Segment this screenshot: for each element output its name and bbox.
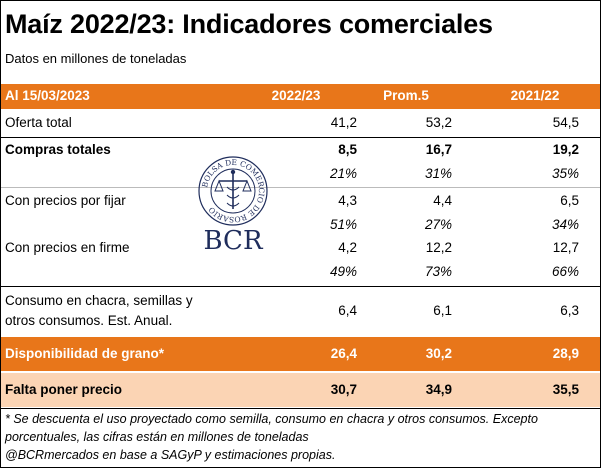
row-label-line2: otros consumos. Est. Anual. bbox=[5, 313, 173, 328]
row-value-2021-22: 6,5 bbox=[560, 193, 579, 208]
table-row-consumo: Consumo en chacra, semillas y otros cons… bbox=[1, 291, 600, 333]
table-row-firme: Con precios en firme 4,2 12,2 12,7 bbox=[1, 240, 600, 260]
row-value-prom5: 12,2 bbox=[425, 240, 452, 255]
row-value-2021-22: 54,5 bbox=[552, 115, 579, 130]
footnote-line: porcentuales, las cifras están en millon… bbox=[5, 430, 309, 444]
row-label: Disponibilidad de grano* bbox=[5, 346, 165, 361]
row-pct-prom5: 73% bbox=[424, 264, 452, 279]
row-pct-2022-23: 21% bbox=[329, 166, 357, 181]
table-row-disponibilidad: Disponibilidad de grano* 26,4 30,2 28,9 bbox=[1, 337, 600, 371]
row-value-2022-23: 26,4 bbox=[330, 346, 357, 361]
row-label: Con precios en firme bbox=[5, 240, 130, 255]
row-value-2021-22: 35,5 bbox=[552, 382, 579, 397]
row-label: Oferta total bbox=[5, 115, 72, 130]
table-row-compras-pct: 21% 31% 35% bbox=[1, 166, 600, 186]
header-col-prom5: Prom.5 bbox=[383, 88, 429, 103]
header-row: Al 15/03/2023 2022/23 Prom.5 2021/22 bbox=[1, 84, 600, 109]
divider bbox=[1, 286, 600, 287]
page-subtitle: Datos en millones de toneladas bbox=[5, 51, 187, 66]
logo-bcr-text: BCR bbox=[203, 226, 263, 253]
row-value-2021-22: 19,2 bbox=[552, 142, 579, 157]
row-value-2022-23: 6,4 bbox=[338, 303, 357, 318]
row-label: Falta poner precio bbox=[5, 382, 123, 397]
row-pct-2022-23: 51% bbox=[329, 217, 357, 232]
table-row-falta: Falta poner precio 30,7 34,9 35,5 bbox=[1, 373, 600, 407]
divider bbox=[1, 408, 600, 409]
row-pct-2021-22: 35% bbox=[551, 166, 579, 181]
row-value-2022-23: 4,3 bbox=[338, 193, 357, 208]
row-value-2021-22: 6,3 bbox=[560, 303, 579, 318]
row-value-2022-23: 8,5 bbox=[338, 142, 357, 157]
row-value-2021-22: 28,9 bbox=[552, 346, 579, 361]
source-note: @BCRmercados en base a SAGyP y estimacio… bbox=[5, 448, 336, 462]
table-row-firme-pct: 49% 73% 66% bbox=[1, 264, 600, 284]
row-value-2022-23: 4,2 bbox=[338, 240, 357, 255]
row-value-prom5: 6,1 bbox=[433, 303, 452, 318]
row-label: Compras totales bbox=[5, 142, 111, 157]
row-pct-2022-23: 49% bbox=[329, 264, 357, 279]
row-pct-2021-22: 66% bbox=[551, 264, 579, 279]
row-pct-prom5: 31% bbox=[424, 166, 452, 181]
table-row-compras: Compras totales 8,5 16,7 19,2 bbox=[1, 142, 600, 162]
page-title: Maíz 2022/23: Indicadores comerciales bbox=[5, 9, 493, 39]
bcr-logo: BOLSA DE COMERCIO DE ROSARIO BCR bbox=[198, 156, 268, 253]
header-col-2022-23: 2022/23 bbox=[271, 88, 321, 103]
divider bbox=[1, 187, 600, 188]
row-value-2022-23: 30,7 bbox=[330, 382, 357, 397]
row-label: Con precios por fijar bbox=[5, 193, 126, 208]
row-pct-2021-22: 34% bbox=[551, 217, 579, 232]
table-row-oferta: Oferta total 41,2 53,2 54,5 bbox=[1, 115, 600, 135]
row-value-prom5: 4,4 bbox=[433, 193, 452, 208]
row-value-2022-23: 41,2 bbox=[330, 115, 357, 130]
footnote-line: * Se descuenta el uso proyectado como se… bbox=[5, 412, 538, 426]
row-value-prom5: 16,7 bbox=[425, 142, 452, 157]
row-value-prom5: 53,2 bbox=[425, 115, 452, 130]
header-date: Al 15/03/2023 bbox=[5, 88, 90, 103]
divider bbox=[1, 137, 600, 138]
row-pct-prom5: 27% bbox=[424, 217, 452, 232]
row-value-2021-22: 12,7 bbox=[552, 240, 579, 255]
row-value-prom5: 30,2 bbox=[425, 346, 452, 361]
table-row-fijar-pct: 51% 27% 34% bbox=[1, 217, 600, 237]
row-label-line1: Consumo en chacra, semillas y bbox=[5, 293, 193, 308]
row-value-prom5: 34,9 bbox=[425, 382, 452, 397]
table-row-fijar: Con precios por fijar 4,3 4,4 6,5 bbox=[1, 193, 600, 213]
header-col-2021-22: 2021/22 bbox=[510, 88, 560, 103]
